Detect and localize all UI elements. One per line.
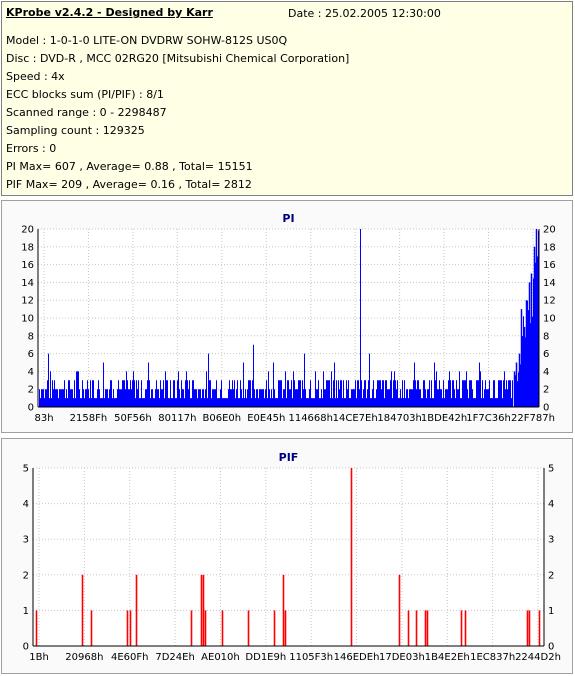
pi-chart: PI 0 0 2 2 4 4 6 6 8 8 10 10 12 12 14 14 16 16 18 18 20 20 83h 2…: [21, 212, 556, 424]
pi-ytick-right: 0: [543, 403, 549, 414]
pi-ytick-right: 8: [543, 331, 549, 342]
pif-ytick-right: 1: [548, 606, 554, 617]
pif-ytick-left: 1: [23, 606, 29, 617]
pi-ytick-left: 14: [21, 278, 34, 289]
info-panel: KProbe v2.4.2 - Designed by Karr Date : …: [1, 1, 573, 196]
pif-xtick: 20968h: [65, 652, 103, 663]
app-title: KProbe v2.4.2 - Designed by Karr: [6, 6, 213, 19]
pif-ytick-right: 2: [548, 570, 554, 581]
pif-ytick-left: 2: [23, 570, 29, 581]
pif-ytick-left: 5: [23, 464, 29, 475]
pi-chart-panel: PI 0 0 2 2 4 4 6 6 8 8 10 10 12 12 14 14 16 16 18 18 20 20 83h 2…: [1, 200, 573, 433]
pif-xtick: 7D24Eh: [155, 652, 194, 663]
pi-ytick-left: 12: [21, 296, 34, 307]
disc-line: Disc : DVD-R , MCC 02RG20 [Mitsubishi Ch…: [6, 52, 350, 65]
speed-line: Speed : 4x: [6, 70, 65, 83]
pif-xtick: 2244D2h: [515, 652, 561, 663]
pi-xtick: 50F56h: [114, 413, 152, 424]
pi-xtick: E0E45h: [247, 413, 285, 424]
pif-ytick-left: 4: [23, 499, 29, 510]
pi-ytick-left: 10: [21, 314, 34, 325]
pi-ytick-right: 10: [543, 314, 556, 325]
pi-xtick: 80117h: [158, 413, 196, 424]
pif-xtick: 146EDEh: [334, 652, 380, 663]
pi-stats-line: PI Max= 607 , Average= 0.88 , Total= 151…: [6, 160, 253, 173]
pi-ytick-left: 6: [28, 349, 34, 360]
range-line: Scanned range : 0 - 2298487: [6, 106, 167, 119]
pif-chart-panel: PIF 0 0 1 1 2 2 3 3 4 4 5 5 1Bh 20968h 4E60Fh 7D24Eh AE01…: [1, 438, 573, 674]
pi-xtick: B06E0h: [203, 413, 242, 424]
errors-line: Errors : 0: [6, 142, 57, 155]
pi-ytick-left: 2: [28, 385, 34, 396]
pi-ytick-left: 0: [28, 403, 34, 414]
pif-xtick: 4E60Fh: [111, 652, 149, 663]
pi-ytick-right: 2: [543, 385, 549, 396]
scan-date: Date : 25.02.2005 12:30:00: [288, 7, 441, 20]
pi-ytick-left: 18: [21, 242, 34, 253]
pi-xtick: 14CE7Eh: [333, 413, 378, 424]
pif-xtick: 1B4E2Eh: [425, 652, 470, 663]
ecc-line: ECC blocks sum (PI/PIF) : 8/1: [6, 88, 164, 101]
pi-ytick-right: 18: [543, 242, 556, 253]
pif-plot-area: [33, 468, 544, 646]
model-line: Model : 1-0-1-0 LITE-ON DVDRW SOHW-812S …: [6, 34, 288, 47]
pif-ytick-right: 5: [548, 464, 554, 475]
pif-xtick: 1EC837h: [470, 652, 515, 663]
pif-xtick: 1105F3h: [289, 652, 333, 663]
pif-xtick: DD1E9h: [245, 652, 286, 663]
pif-xtick: 1Bh: [29, 652, 49, 663]
pi-ytick-right: 20: [543, 225, 556, 236]
pif-stats-line: PIF Max= 209 , Average= 0.16 , Total= 28…: [6, 178, 252, 191]
pi-chart-title: PI: [282, 212, 294, 225]
pi-xtick: 22F787h: [511, 413, 555, 424]
pi-ytick-right: 4: [543, 367, 549, 378]
sampling-line: Sampling count : 129325: [6, 124, 145, 137]
pif-xtick: AE010h: [201, 652, 240, 663]
pif-ytick-right: 0: [548, 642, 554, 653]
pi-xtick: 1BDE42h: [421, 413, 467, 424]
pi-ytick-right: 14: [543, 278, 556, 289]
pif-chart: PIF 0 0 1 1 2 2 3 3 4 4 5 5 1Bh 20968h 4E60Fh 7D24Eh AE01…: [23, 451, 561, 663]
pif-ytick-left: 0: [23, 642, 29, 653]
pi-ytick-right: 12: [543, 296, 556, 307]
pif-ytick-right: 3: [548, 535, 554, 546]
pif-ytick-left: 3: [23, 535, 29, 546]
pi-ytick-left: 16: [21, 260, 34, 271]
pi-ytick-right: 16: [543, 260, 556, 271]
pi-xtick: 83h: [34, 413, 53, 424]
pi-xtick: 184703h: [377, 413, 422, 424]
pi-ytick-left: 4: [28, 367, 34, 378]
pi-xtick: 114668h: [288, 413, 333, 424]
pif-xtick: 17DE03h: [379, 652, 425, 663]
pi-xtick: 1F7C36h: [466, 413, 511, 424]
pif-chart-title: PIF: [279, 451, 299, 464]
pi-xtick: 2158Fh: [70, 413, 108, 424]
pi-ytick-left: 20: [21, 225, 34, 236]
pi-ytick-right: 6: [543, 349, 549, 360]
pi-ytick-left: 8: [28, 331, 34, 342]
pif-ytick-right: 4: [548, 499, 554, 510]
